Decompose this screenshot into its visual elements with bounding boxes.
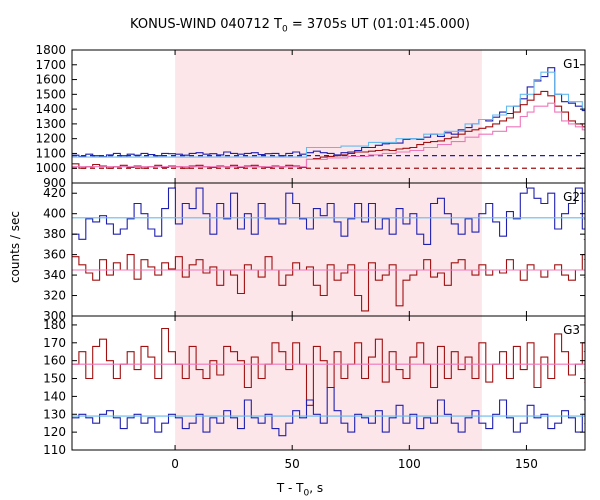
y-tick-label: 400 (43, 207, 66, 221)
y-tick-label: 420 (43, 186, 66, 200)
g1-series-3 (72, 90, 585, 169)
y-tick-label: 320 (43, 289, 66, 303)
x-tick-label: 0 (171, 457, 179, 471)
y-tick-label: 130 (43, 407, 66, 421)
y-tick-label: 1300 (35, 117, 66, 131)
x-axis-label: T - T0, s (276, 481, 324, 499)
y-tick-label: 170 (43, 336, 66, 350)
y-tick-label: 150 (43, 372, 66, 386)
g2-series-2 (72, 254, 585, 312)
y-tick-label: 1500 (35, 87, 66, 101)
y-tick-label: 900 (43, 176, 66, 190)
chart-title: KONUS-WIND 040712 T0 = 3705s UT (01:01:4… (130, 17, 470, 35)
g2-series-1 (72, 187, 585, 251)
y-tick-label: 1000 (35, 161, 66, 175)
x-tick-label: 150 (515, 457, 538, 471)
y-tick-label: 120 (43, 425, 66, 439)
y-tick-label: 160 (43, 354, 66, 368)
y-tick-label: 1200 (35, 132, 66, 146)
y-tick-label: 1600 (35, 73, 66, 87)
y-tick-label: 140 (43, 389, 66, 403)
y-tick-label: 380 (43, 227, 66, 241)
y-tick-label: 1700 (35, 58, 66, 72)
x-tick-label: 100 (398, 457, 421, 471)
x-tick-label: 50 (285, 457, 300, 471)
panel-label-g1: G1 (563, 57, 580, 71)
shaded-interval (175, 50, 482, 450)
y-tick-label: 360 (43, 248, 66, 262)
g1-series-1 (72, 67, 585, 158)
y-tick-label: 180 (43, 318, 66, 332)
y-tick-label: 300 (43, 309, 66, 323)
g1-series-4 (72, 102, 585, 168)
g3-frame (71, 315, 586, 451)
g3-series-1 (72, 327, 585, 406)
panel-label-g2: G2 (563, 190, 580, 204)
y-tick-label: 110 (43, 443, 66, 457)
y-tick-label: 1400 (35, 102, 66, 116)
y-tick-label: 1100 (35, 146, 66, 160)
y-tick-label: 1800 (35, 43, 66, 57)
g1-series-2 (72, 71, 585, 158)
panel-label-g3: G3 (563, 323, 580, 337)
y-tick-label: 340 (43, 268, 66, 282)
